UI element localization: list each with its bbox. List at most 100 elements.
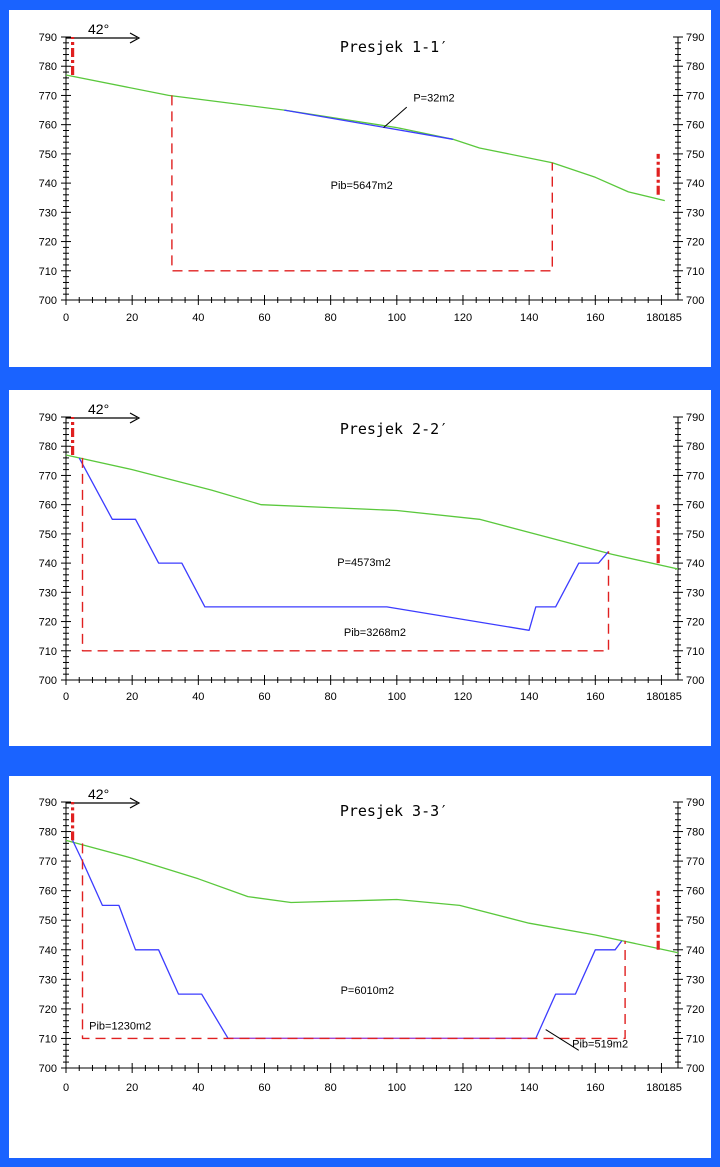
y-tick-label-right: 700 — [686, 675, 704, 687]
y-tick-label-right: 730 — [686, 587, 704, 599]
x-tick-label: 120 — [454, 312, 472, 324]
y-tick-label-left: 760 — [39, 120, 57, 132]
chart-title: Presjek 3-3′ — [340, 802, 448, 820]
series-line-3 — [81, 457, 610, 652]
annotation-label: P=4573m2 — [337, 557, 391, 569]
y-tick-label-left: 730 — [39, 587, 57, 599]
y-tick-label-right: 700 — [686, 1063, 704, 1075]
x-tick-label: 140 — [520, 691, 538, 703]
y-tick-label-left: 750 — [39, 529, 57, 541]
x-tick-label: 80 — [325, 691, 337, 703]
profile-chart-1: 700 710 720 730 740 750 760 770 780 790 700 710 720 7… — [39, 21, 705, 324]
y-tick-label-right: 780 — [686, 61, 704, 73]
y-tick-label-right: 710 — [686, 266, 704, 278]
x-tick-label: 180 — [646, 691, 664, 703]
series-line-4 — [81, 843, 626, 1040]
series-line-3 — [171, 95, 553, 272]
annotation-label: P=32m2 — [413, 92, 454, 104]
x-tick-label: 180 — [646, 312, 664, 324]
y-tick-label-left: 750 — [39, 149, 57, 161]
chart-panel-2: 700 710 720 730 740 750 760 770 780 790 700 710 720 7… — [9, 390, 711, 746]
annotation-label: Pib=3268m2 — [344, 627, 406, 639]
x-tick-label: 100 — [388, 691, 406, 703]
x-tick-label: 185 — [663, 691, 681, 703]
annotation-label: Pib=1230m2 — [89, 1021, 151, 1033]
y-tick-label-left: 710 — [39, 1033, 57, 1045]
y-tick-label-right: 720 — [686, 237, 704, 249]
x-tick-label: 80 — [325, 312, 337, 324]
y-tick-label-right: 790 — [686, 32, 704, 44]
x-tick-label: 120 — [454, 691, 472, 703]
x-tick-label: 80 — [325, 1082, 337, 1094]
y-tick-label-left: 750 — [39, 915, 57, 927]
chart-title: Presjek 2-2′ — [340, 420, 448, 438]
series-line-2 — [72, 840, 623, 1040]
x-tick-label: 160 — [586, 1082, 604, 1094]
y-tick-label-left: 780 — [39, 441, 57, 453]
annotation-pointer — [383, 106, 408, 128]
series-line-1 — [65, 839, 679, 954]
y-tick-label-left: 770 — [39, 470, 57, 482]
y-tick-label-right: 750 — [686, 529, 704, 541]
y-tick-label-right: 750 — [686, 149, 704, 161]
y-tick-label-left: 700 — [39, 295, 57, 307]
x-tick-label: 0 — [63, 691, 69, 703]
x-tick-label: 140 — [520, 1082, 538, 1094]
annotation-label: Pib=519m2 — [572, 1038, 628, 1050]
y-tick-label-right: 740 — [686, 945, 704, 957]
x-tick-label: 0 — [63, 1082, 69, 1094]
profile-chart-2: 700 710 720 730 740 750 760 770 780 790 700 710 720 7… — [39, 401, 705, 703]
direction-label: 42° — [88, 786, 109, 802]
y-tick-label-right: 760 — [686, 120, 704, 132]
y-tick-label-left: 700 — [39, 1063, 57, 1075]
direction-label: 42° — [88, 401, 109, 417]
y-tick-label-right: 730 — [686, 207, 704, 219]
x-tick-label: 185 — [663, 1082, 681, 1094]
x-tick-label: 0 — [63, 312, 69, 324]
y-tick-label-left: 770 — [39, 90, 57, 102]
chart-title: Presjek 1-1′ — [340, 38, 448, 56]
y-tick-label-left: 740 — [39, 178, 57, 190]
y-tick-label-left: 700 — [39, 675, 57, 687]
y-tick-label-right: 760 — [686, 500, 704, 512]
direction-arrow-head — [129, 797, 141, 809]
chart-panel-3: 700 710 720 730 740 750 760 770 780 790 700 710 720 7… — [9, 776, 711, 1158]
direction-arrow-head — [129, 412, 141, 424]
y-tick-label-left: 760 — [39, 886, 57, 898]
y-tick-label-left: 730 — [39, 207, 57, 219]
y-tick-label-right: 780 — [686, 827, 704, 839]
y-tick-label-left: 790 — [39, 412, 57, 424]
direction-label: 42° — [88, 21, 109, 37]
x-tick-label: 40 — [192, 312, 204, 324]
profile-chart-3: 700 710 720 730 740 750 760 770 780 790 700 710 720 7… — [39, 786, 705, 1094]
y-tick-label-left: 760 — [39, 500, 57, 512]
y-tick-label-left: 770 — [39, 856, 57, 868]
x-tick-label: 180 — [646, 1082, 664, 1094]
y-tick-label-right: 790 — [686, 412, 704, 424]
series-line-1 — [65, 74, 665, 202]
x-tick-label: 100 — [388, 312, 406, 324]
y-tick-label-left: 720 — [39, 617, 57, 629]
chart-panel-1: 700 710 720 730 740 750 760 770 780 790 700 710 720 7… — [9, 10, 711, 367]
y-tick-label-right: 730 — [686, 974, 704, 986]
y-tick-label-right: 770 — [686, 470, 704, 482]
y-tick-label-left: 780 — [39, 827, 57, 839]
y-tick-label-left: 720 — [39, 237, 57, 249]
y-tick-label-right: 740 — [686, 558, 704, 570]
x-tick-label: 120 — [454, 1082, 472, 1094]
x-tick-label: 100 — [388, 1082, 406, 1094]
y-tick-label-right: 720 — [686, 617, 704, 629]
y-tick-label-left: 780 — [39, 61, 57, 73]
x-tick-label: 60 — [258, 312, 270, 324]
y-tick-label-right: 700 — [686, 295, 704, 307]
direction-arrow-head — [129, 32, 141, 44]
y-tick-label-right: 770 — [686, 856, 704, 868]
series-line-2 — [284, 109, 454, 140]
series-line-1 — [65, 454, 679, 570]
annotation-label: Pib=5647m2 — [331, 180, 393, 192]
y-tick-label-right: 770 — [686, 90, 704, 102]
y-tick-label-left: 790 — [39, 32, 57, 44]
y-tick-label-left: 790 — [39, 797, 57, 809]
y-tick-label-left: 730 — [39, 974, 57, 986]
x-tick-label: 60 — [258, 1082, 270, 1094]
